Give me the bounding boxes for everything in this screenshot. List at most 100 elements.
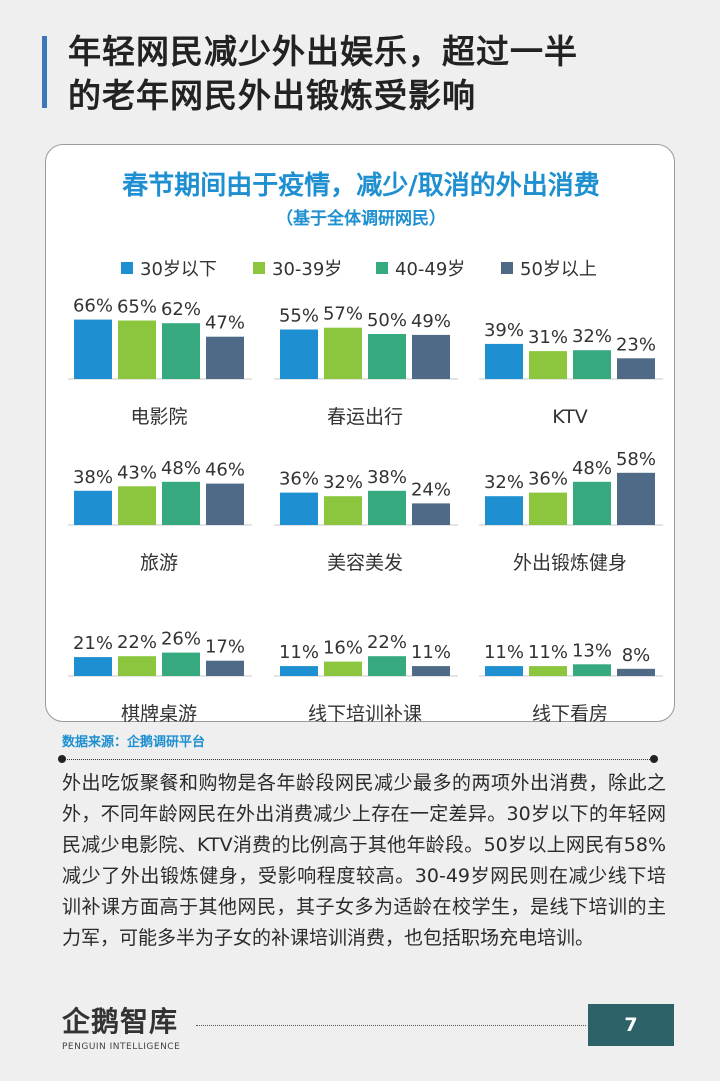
chart-panel: 39% 31% 32% 23% KTV <box>479 320 663 428</box>
bar-value-label: 16% <box>323 638 363 659</box>
separator-dot-right <box>650 755 658 763</box>
category-label: 旅游 <box>140 552 178 574</box>
bar <box>324 327 362 379</box>
bar-value-label: 13% <box>572 640 612 661</box>
bar <box>573 664 611 676</box>
chart-title: 春节期间由于疫情，减少/取消的外出消费 <box>122 171 600 201</box>
chart-panel: 11% 16% 22% 11%线下培训补课 <box>274 632 458 725</box>
legend-label: 30岁以下 <box>140 259 217 280</box>
page-title-line-1: 年轻网民减少外出娱乐，超过一半 <box>68 32 578 71</box>
bar-value-label: 49% <box>411 311 451 332</box>
bar-value-label: 17% <box>205 637 245 658</box>
bar-value-label: 38% <box>367 467 407 488</box>
legend-swatch <box>253 262 265 274</box>
bar <box>118 486 156 525</box>
bar-value-label: 50% <box>367 310 407 331</box>
bar <box>74 490 112 525</box>
bar <box>412 503 450 525</box>
bar <box>162 323 200 379</box>
logo-subtext: PENGUIN INTELLIGENCE <box>62 1042 181 1052</box>
bar-value-label: 11% <box>484 642 524 663</box>
logo-text: 企鹅智库 <box>62 1005 179 1038</box>
chart-panels: 66% 65% 62%47% 电影院 55% 57% 50% 49% 春运出行 39% 31% 32%… <box>68 296 663 725</box>
bar <box>206 483 244 525</box>
category-label: 美容美发 <box>327 552 403 574</box>
bar-value-label: 22% <box>117 632 157 653</box>
bar <box>573 350 611 379</box>
legend-swatch <box>501 262 513 274</box>
data-source: 数据来源：企鹅调研平台 <box>62 735 206 750</box>
chart-subtitle: （基于全体调研网民） <box>276 209 446 229</box>
body-paragraph: 外出吃饭聚餐和购物是各年龄段网民减少最多的两项外出消费，除此之外，不同年龄网民在… <box>62 772 666 949</box>
chart-panel: 32% 36%48% 58% 外出锻炼健身 <box>479 449 663 574</box>
title-accent-bar <box>42 36 47 108</box>
bar-value-label: 43% <box>117 462 157 483</box>
legend-label: 30-39岁 <box>272 259 343 280</box>
bar <box>206 336 244 379</box>
category-label: 电影院 <box>130 406 187 428</box>
bar-value-label: 36% <box>528 469 568 490</box>
bar <box>412 334 450 379</box>
chart-panel: 36% 32% 38%24% 美容美发 <box>274 467 458 574</box>
chart-panel: 21% 22% 26% 17% 棋牌桌游 <box>68 629 252 725</box>
bar <box>324 661 362 676</box>
bar <box>368 490 406 525</box>
bar <box>412 666 450 676</box>
bar-value-label: 32% <box>484 472 524 493</box>
bar-value-label: 22% <box>367 632 407 653</box>
separator-line <box>62 759 654 760</box>
bar <box>162 481 200 525</box>
bar <box>280 329 318 379</box>
category-label: 线下看房 <box>532 703 608 725</box>
bar-value-label: 11% <box>528 642 568 663</box>
footer-line <box>196 1025 586 1026</box>
bar-value-label: 11% <box>411 642 451 663</box>
bar <box>118 656 156 676</box>
bar-value-label: 58% <box>616 449 656 470</box>
legend-swatch <box>376 262 388 274</box>
bar-value-label: 47% <box>205 313 245 334</box>
bar <box>485 343 523 379</box>
bar <box>74 319 112 379</box>
bar-value-label: 57% <box>323 304 363 325</box>
legend-item-40-49: 40-49岁 <box>376 255 465 281</box>
bar-value-label: 66% <box>73 296 113 317</box>
bar <box>118 320 156 379</box>
legend-label: 40-49岁 <box>395 259 466 280</box>
bar-value-label: 46% <box>205 460 245 481</box>
bar <box>573 481 611 525</box>
bar <box>280 492 318 525</box>
bar <box>529 666 567 676</box>
page-title: 年轻网民减少外出娱乐，超过一半 的老年网民外出锻炼受影响 <box>68 30 688 118</box>
category-label: 外出锻炼健身 <box>513 552 627 574</box>
bar <box>324 496 362 525</box>
bar-value-label: 55% <box>279 306 319 327</box>
legend-swatch <box>121 262 133 274</box>
page-number: 7 <box>588 1004 674 1046</box>
category-label: 棋牌桌游 <box>121 703 197 725</box>
bar-value-label: 48% <box>572 458 612 479</box>
bar <box>162 652 200 676</box>
bar <box>206 660 244 676</box>
page-title-line-2: 的老年网民外出锻炼受影响 <box>68 76 476 115</box>
penguin-logo: 企鹅智库 PENGUIN INTELLIGENCE <box>62 1000 202 1062</box>
bar-value-label: 21% <box>73 633 113 654</box>
chart-panel: 38% 43% 48% 46% 旅游 <box>68 458 252 574</box>
bar-value-label: 65% <box>117 297 157 318</box>
bar-value-label: 62% <box>161 299 201 320</box>
bar-value-label: 38% <box>73 467 113 488</box>
category-label: 线下培训补课 <box>308 703 422 725</box>
legend-item-over-50: 50岁以上 <box>501 255 597 281</box>
bar <box>617 358 655 379</box>
bar <box>368 656 406 676</box>
category-label: 春运出行 <box>327 406 403 428</box>
bar-value-label: 23% <box>616 334 656 355</box>
bar-value-label: 31% <box>528 327 568 348</box>
chart-card: 春节期间由于疫情，减少/取消的外出消费 （基于全体调研网民） 30岁以下 30-… <box>45 144 675 722</box>
bar-value-label: 48% <box>161 458 201 479</box>
bar-value-label: 8% <box>622 645 651 666</box>
bar-value-label: 36% <box>279 469 319 490</box>
bar <box>529 492 567 525</box>
bar <box>617 668 655 676</box>
chart-panel: 66% 65% 62%47% 电影院 <box>68 296 252 428</box>
